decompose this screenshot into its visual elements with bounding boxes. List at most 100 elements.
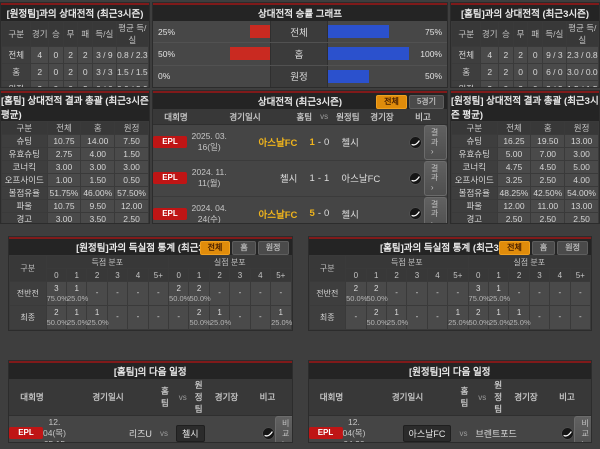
panel-title-text: [원정팀]과의 상대전적 (최근3시즌) [6, 9, 144, 20]
result-button[interactable]: 결과 › [423, 160, 447, 196]
stat-value: 46.00% [80, 186, 116, 200]
vs-label: vs [178, 392, 187, 402]
away-winrate-bar [328, 69, 369, 83]
toggle-all-button[interactable]: 전체 [499, 241, 530, 256]
h2h-match-row: EPL 2025. 03. 16(일) 아스날FC 1-0 첼시 결과 › [153, 125, 447, 161]
away-score: 0 [323, 208, 330, 220]
row-label: 경고 [451, 212, 498, 223]
panel-title-text: [원정팀]과의 득실점 통계 (최근3시즌) [76, 243, 225, 254]
league-cell: EPL [153, 136, 187, 149]
stat-value: 2.50 [564, 212, 599, 223]
home-winrate-bar [249, 25, 270, 39]
h2h-match-row: EPL 2024. 11. 11(월) 첼시 1-1 아스날FC 결과 › [153, 160, 447, 197]
vs-home-record-panel: [홈팀]과의 상대전적 (최근3시즌) 구분 경기 승 무 패 득/실 평균 득/실 전체 4… [450, 2, 600, 88]
table-row: 전체 4 0 2 2 3 / 9 0.8 / 2.3 [1, 46, 149, 64]
goals-vs-away-panel: [원정팀]과의 득실점 통계 (최근3시즌) 전체 홈 원정 구분 득점 분포 실점… [8, 236, 293, 331]
stat-cell: - [406, 281, 428, 306]
stat-value: 7.50 [114, 134, 149, 148]
scope-toggles: 전체 홈 원정 [499, 241, 588, 256]
away-team-name: 첼시 [175, 424, 205, 442]
stat-cell: - [406, 305, 428, 330]
stat-value: 2.75 [46, 147, 82, 161]
date-column-header: 경기일시 [92, 392, 124, 402]
schedule-row-item: EPL 12. 04(목) 05:15 리즈U vs 첼시 비교 › [9, 416, 292, 442]
vs-away-record-panel: [원정팀]과의 상대전적 (최근3시즌) 구분 경기 승 무 패 득/실 평균 득/실 전체… [0, 2, 150, 88]
home-header: 홈팀 [460, 386, 469, 408]
match-column-header: 홈팀 vs 원정팀 [291, 111, 365, 123]
match-cell: 아스날FC 1-0 첼시 [231, 135, 407, 150]
home-team-name: 아스날FC [258, 209, 298, 221]
action-cell: 결과 › [423, 160, 447, 196]
stat-value: 5.00 [496, 147, 532, 161]
panel-title-text: [홈팀] 상대전적 결과 총괄 (최근3시즌 평균) [1, 96, 149, 121]
chart-category-label: 전체 [270, 21, 328, 43]
bin-header: 3 [528, 268, 551, 282]
table-row: 오프사이드 1.00 1.50 0.50 [1, 173, 149, 187]
home-score: 1 [309, 136, 315, 148]
filter-recent5-button[interactable]: 5경기 [408, 95, 444, 110]
row-label: 슈팅 [1, 134, 48, 148]
stadium-icon[interactable] [561, 427, 575, 440]
stat-cell: - [345, 305, 367, 330]
league-badge: EPL [153, 207, 187, 220]
bin-header: 5+ [569, 268, 592, 282]
row-label: 원정 [451, 80, 482, 87]
stat-value: 2.50 [114, 212, 149, 223]
toggle-away-button[interactable]: 원정 [257, 241, 289, 256]
bin-header: 2 [86, 268, 108, 282]
bin-header: 1 [188, 268, 210, 282]
column-header: 홈 [530, 121, 566, 135]
league-cell: EPL [153, 207, 187, 220]
table-row: 코너킥 3.00 3.00 3.00 [1, 160, 149, 174]
chart-row: 0% 원정 50% [153, 65, 447, 87]
match-date: 12. 04(목) 04:30 [342, 417, 366, 442]
stat-value: 3.00 [80, 160, 116, 174]
toggle-away-button[interactable]: 원정 [557, 241, 588, 256]
toggle-home-button[interactable]: 홈 [531, 241, 556, 256]
stadium-cell [407, 207, 423, 221]
stat-cell: - [106, 281, 129, 306]
home-header: 홈팀 [296, 111, 313, 122]
result-button[interactable]: 결과 › [423, 196, 447, 223]
compare-button[interactable]: 비교 › [574, 416, 592, 442]
stat-value: 3.00 [46, 212, 82, 223]
bin-header: 2 [385, 268, 408, 282]
home-score: 1 [309, 172, 315, 184]
stadium-icon[interactable] [409, 171, 422, 185]
bin-header: 0 [45, 268, 68, 282]
table-row: 원정20020 / 60.0 / 3.0 [1, 80, 149, 87]
bin-header: 5+ [270, 268, 292, 282]
table-row: 슈팅 10.75 14.00 7.50 [1, 134, 149, 148]
stat-value: 2 [30, 80, 50, 87]
match-cell: 리즈U vs 첼시 [66, 424, 262, 442]
stat-cell: - [229, 305, 251, 330]
result-button[interactable]: 결과 › [423, 125, 447, 160]
chart-row: 25% 전체 75% [153, 21, 447, 44]
table-row: 슈팅 16.25 19.50 13.00 [451, 134, 599, 148]
stat-value: 2 [512, 80, 529, 87]
row-label: 홈 [451, 63, 482, 81]
right-percent-label: 75% [424, 26, 442, 37]
right-bar-track [328, 47, 409, 61]
stadium-icon[interactable] [262, 427, 275, 440]
stat-value: 1.50 [114, 147, 149, 161]
scored-group-header: 득점 분포 [45, 255, 170, 269]
stat-value: 3.25 [496, 173, 532, 187]
chart-row: 50% 홈 100% [153, 43, 447, 66]
toggle-all-button[interactable]: 전체 [199, 241, 231, 256]
league-badge: EPL [9, 427, 43, 440]
stat-value: 4.50 [530, 160, 566, 174]
right-percent-label: 50% [424, 71, 442, 82]
bin-header: 0 [168, 268, 190, 282]
stat-value: 2 [512, 46, 529, 64]
stat-value: 2.3 / 0.8 [565, 46, 599, 64]
note-column-header: 비고 [259, 392, 276, 402]
column-header: 구분 [451, 121, 498, 135]
filter-all-button[interactable]: 전체 [376, 95, 407, 110]
compare-button[interactable]: 비교 › [274, 416, 292, 442]
stadium-icon[interactable] [409, 207, 422, 221]
toggle-home-button[interactable]: 홈 [232, 241, 256, 256]
panel-title: [홈팀]과의 상대전적 (최근3시즌) [451, 3, 599, 21]
stadium-icon[interactable] [409, 136, 422, 149]
